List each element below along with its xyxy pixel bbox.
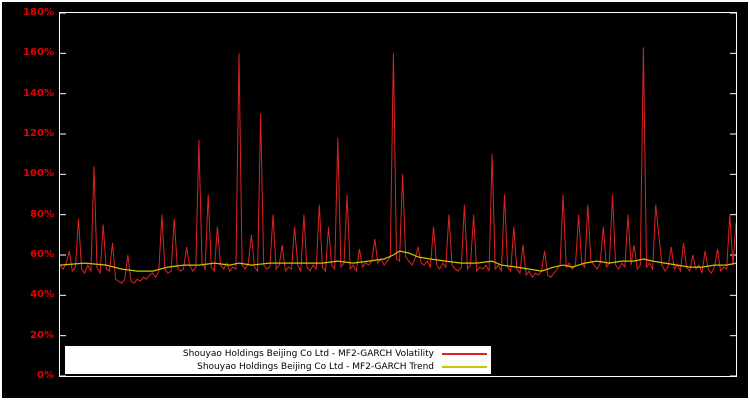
chart-svg — [60, 13, 736, 376]
volatility-line — [60, 47, 736, 284]
y-axis-label: 120% — [23, 128, 54, 139]
plot-area — [59, 12, 737, 377]
legend-row-trend: Shouyao Holdings Beijing Co Ltd - MF2-GA… — [69, 360, 487, 373]
legend-row-volatility: Shouyao Holdings Beijing Co Ltd - MF2-GA… — [69, 347, 487, 360]
y-axis-label: 60% — [30, 249, 54, 260]
legend: Shouyao Holdings Beijing Co Ltd - MF2-GA… — [64, 345, 492, 375]
legend-label-volatility: Shouyao Holdings Beijing Co Ltd - MF2-GA… — [182, 348, 434, 359]
y-axis-label: 0% — [37, 370, 54, 381]
volatility-line-sample — [442, 352, 487, 355]
y-axis-label: 100% — [23, 168, 54, 180]
y-axis-label: 140% — [23, 87, 54, 99]
y-axis-label: 80% — [30, 208, 54, 220]
trend-line — [60, 250, 736, 272]
y-axis-label: 20% — [30, 329, 54, 341]
trend-line-sample — [442, 365, 487, 368]
y-axis-label: 180% — [23, 7, 54, 18]
y-axis-label: 40% — [30, 289, 54, 301]
legend-label-trend: Shouyao Holdings Beijing Co Ltd - MF2-GA… — [197, 361, 434, 372]
y-axis-label: 160% — [23, 47, 54, 59]
